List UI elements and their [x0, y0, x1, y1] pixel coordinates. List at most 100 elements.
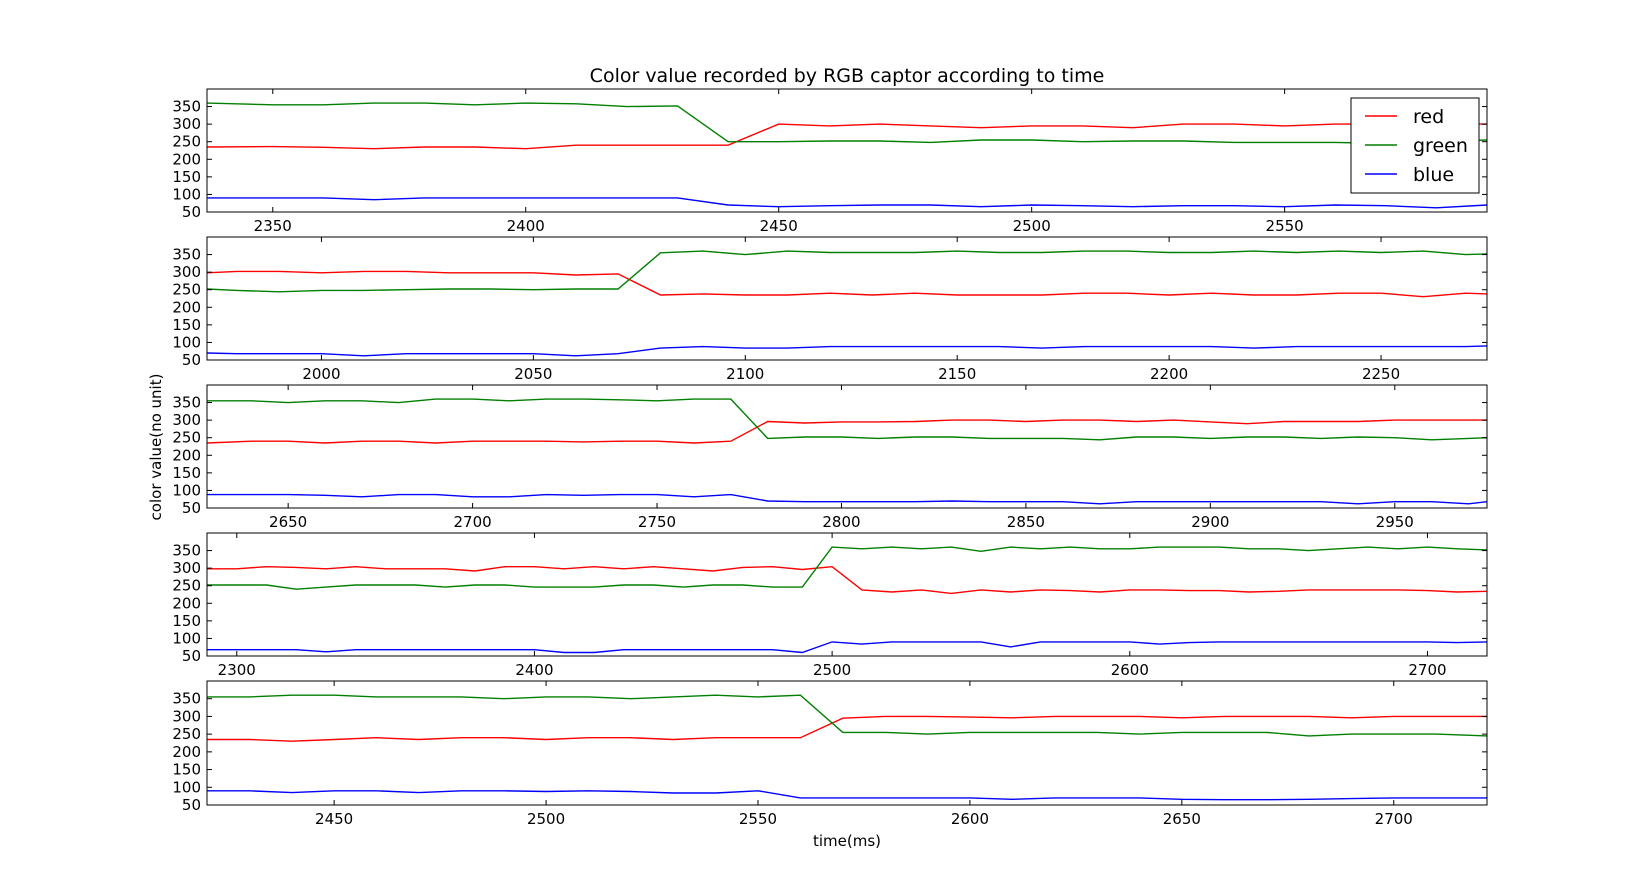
series-line-red: [207, 123, 1487, 150]
series-group: [207, 398, 1487, 505]
series-group: [207, 102, 1487, 209]
y-tick-label: 350: [172, 394, 201, 412]
x-tick-label: 2550: [739, 810, 777, 828]
y-tick-label: 150: [172, 464, 201, 482]
y-tick-label: 50: [182, 203, 201, 221]
y-tick-label: 150: [172, 168, 201, 186]
series-line-red: [207, 715, 1487, 742]
x-tick-label: 2600: [951, 810, 989, 828]
x-tick-label: 2750: [638, 513, 676, 531]
y-tick-label: 250: [172, 281, 201, 299]
y-tick-label: 350: [172, 98, 201, 116]
axes-frame: [206, 88, 1488, 213]
y-tick-label: 350: [172, 246, 201, 264]
axes-frame: [206, 384, 1488, 509]
y-tick-label: 300: [172, 263, 201, 281]
legend-entry-green: green: [1365, 135, 1468, 157]
y-tick-label: 50: [182, 796, 201, 814]
x-tick-label: 2300: [218, 661, 256, 679]
series-line-green: [207, 398, 1487, 441]
y-tick-label: 150: [172, 316, 201, 334]
x-tick-label: 2700: [1408, 661, 1446, 679]
x-tick-label: 2650: [1163, 810, 1201, 828]
y-tick-label: 250: [172, 133, 201, 151]
series-line-green: [207, 102, 1487, 145]
y-tick-label: 200: [172, 298, 201, 316]
y-tick-label: 50: [182, 351, 201, 369]
y-tick-label: 300: [172, 707, 201, 725]
chart-title: Color value recorded by RGB captor accor…: [590, 65, 1105, 87]
y-tick-label: 150: [172, 612, 201, 630]
y-tick-label: 300: [172, 411, 201, 429]
x-tick-label: 2700: [453, 513, 491, 531]
y-tick-label: 250: [172, 429, 201, 447]
series-line-blue: [207, 641, 1487, 654]
y-tick-label: 200: [172, 150, 201, 168]
series-line-red: [207, 419, 1487, 444]
y-tick-label: 300: [172, 559, 201, 577]
legend-entry-red: red: [1365, 106, 1444, 128]
y-tick-label: 200: [172, 594, 201, 612]
x-tick-label: 2550: [1266, 217, 1304, 235]
x-tick-label: 2500: [527, 810, 565, 828]
x-tick-label: 2500: [813, 661, 851, 679]
y-tick-label: 50: [182, 647, 201, 665]
axes-frame: [206, 236, 1488, 361]
series-group: [207, 250, 1487, 357]
series-line-blue: [207, 197, 1487, 209]
x-tick-label: 2150: [938, 365, 976, 383]
y-tick-label: 100: [172, 333, 201, 351]
y-tick-label: 100: [172, 185, 201, 203]
series-line-blue: [207, 345, 1487, 357]
y-tick-label: 50: [182, 499, 201, 517]
series-group: [207, 546, 1487, 654]
x-tick-label: 2200: [1150, 365, 1188, 383]
y-tick-label: 200: [172, 743, 201, 761]
x-tick-label: 2900: [1191, 513, 1229, 531]
x-tick-label: 2000: [302, 365, 340, 383]
series-line-green: [207, 250, 1487, 293]
y-tick-label: 150: [172, 761, 201, 779]
x-tick-label: 2450: [760, 217, 798, 235]
series-line-red: [207, 565, 1487, 595]
x-tick-label: 2400: [507, 217, 545, 235]
series-line-green: [207, 546, 1487, 590]
legend-label: blue: [1413, 164, 1454, 186]
legend: red green blue: [1350, 97, 1480, 194]
y-tick-label: 350: [172, 542, 201, 560]
x-tick-label: 2800: [822, 513, 860, 531]
x-tick-label: 2400: [515, 661, 553, 679]
y-tick-label: 300: [172, 115, 201, 133]
legend-label: green: [1413, 135, 1468, 157]
y-tick-label: 350: [172, 690, 201, 708]
x-tick-label: 2950: [1376, 513, 1414, 531]
y-tick-label: 200: [172, 446, 201, 464]
series-line-red: [207, 270, 1487, 298]
x-tick-label: 2600: [1111, 661, 1149, 679]
x-tick-label: 2650: [269, 513, 307, 531]
x-tick-label: 2100: [726, 365, 764, 383]
y-tick-label: 100: [172, 481, 201, 499]
x-axis-label: time(ms): [813, 832, 881, 850]
x-tick-label: 2350: [254, 217, 292, 235]
x-tick-label: 2450: [315, 810, 353, 828]
y-tick-label: 250: [172, 577, 201, 595]
legend-entry-blue: blue: [1365, 164, 1454, 186]
y-tick-label: 250: [172, 725, 201, 743]
x-tick-label: 2850: [1007, 513, 1045, 531]
legend-label: red: [1413, 106, 1444, 128]
axes-frame: [206, 532, 1488, 657]
y-axis-label: color value(no unit): [147, 374, 165, 521]
series-line-blue: [207, 790, 1487, 801]
x-tick-label: 2250: [1362, 365, 1400, 383]
series-line-green: [207, 694, 1487, 737]
y-tick-label: 100: [172, 629, 201, 647]
series-line-blue: [207, 493, 1487, 505]
